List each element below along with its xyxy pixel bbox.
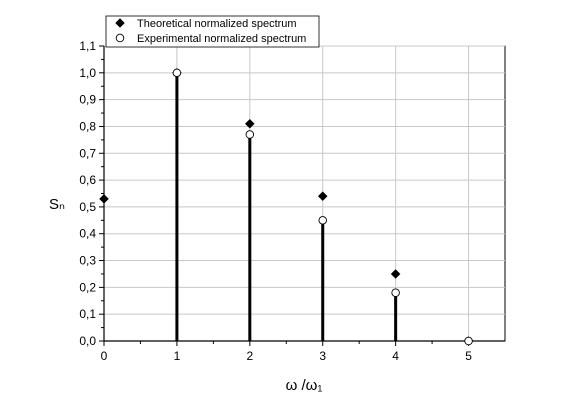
legend-label-experimental: Experimental normalized spectrum — [137, 33, 306, 45]
y-tick-label: 1,1 — [79, 39, 96, 53]
point-experimental — [318, 216, 327, 225]
legend-label-theoretical: Theoretical normalized spectrum — [137, 18, 297, 30]
y-tick-label: 0,9 — [79, 93, 96, 107]
y-tick-label: 0,0 — [79, 334, 96, 348]
y-tick-label: 0,3 — [79, 254, 96, 268]
x-tick-label: 3 — [319, 349, 326, 363]
x-tick-label: 5 — [465, 349, 472, 363]
plot-area — [103, 45, 506, 342]
y-tick-label: 0,2 — [79, 280, 96, 294]
x-tick-label: 2 — [246, 349, 253, 363]
y-tick-label: 0,7 — [79, 146, 96, 160]
y-tick-label: 1,0 — [79, 66, 96, 80]
stems — [175, 72, 398, 341]
legend-marker-theoretical — [115, 18, 125, 28]
point-experimental — [464, 336, 473, 346]
x-tick-label: 4 — [392, 349, 399, 363]
y-tick-label: 0,6 — [79, 173, 96, 187]
y-tick-label: 0,4 — [79, 227, 96, 241]
x-axis-title: ω /ω₁ — [286, 377, 323, 394]
grid — [104, 45, 505, 341]
x-tick-label: 0 — [101, 349, 108, 363]
y-tick-label: 0,5 — [79, 200, 96, 214]
y-tick-label: 0,1 — [79, 307, 96, 321]
legend: Theoretical normalized spectrum Experime… — [105, 15, 320, 48]
point-theoretical — [99, 194, 109, 204]
point-experimental — [172, 68, 182, 78]
y-axis: 0,0 0,1 0,2 0,3 0,4 0,5 0,6 0,7 0,8 0,9 1,0 1,1 — [79, 39, 104, 348]
point-theoretical — [317, 191, 328, 202]
legend-marker-experimental — [115, 33, 125, 43]
point-theoretical — [390, 269, 401, 279]
point-theoretical — [244, 118, 255, 129]
data-markers — [99, 67, 474, 346]
point-experimental — [245, 130, 255, 139]
x-tick-label: 1 — [174, 349, 181, 363]
y-axis-title: Sₙ — [49, 196, 65, 213]
y-tick-label: 0,8 — [79, 119, 96, 133]
x-axis: 0 1 2 3 4 5 — [101, 341, 472, 363]
point-experimental — [391, 288, 400, 297]
legend-markers — [115, 18, 125, 43]
legend-box — [105, 15, 320, 48]
